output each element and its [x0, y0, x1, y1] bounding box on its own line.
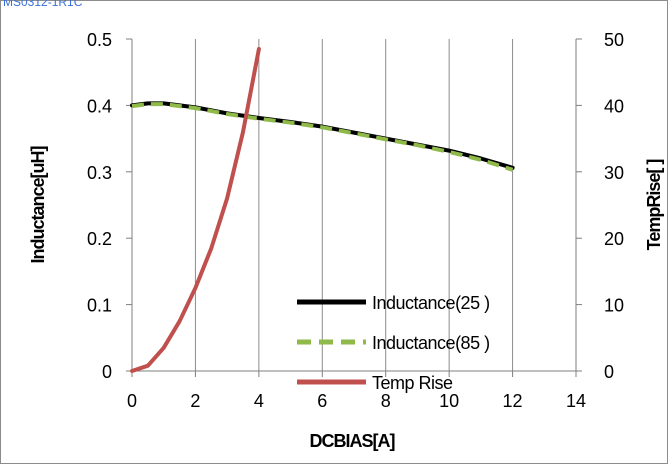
legend: Inductance(25 ) Inductance(85 ) Temp Ris… — [297, 293, 490, 393]
series-lines — [130, 47, 515, 373]
y-left-tick-label-4: 0.4 — [87, 96, 112, 116]
y-right-tick-label-5: 50 — [604, 30, 624, 50]
y-axis-left-title: Inductance[uH] — [28, 146, 48, 263]
x-tick-label-6: 12 — [503, 391, 523, 411]
y-right-tick-label-3: 30 — [604, 163, 624, 183]
x-axis-title: DCBIAS[A] — [310, 431, 395, 451]
y-left-tick-label-2: 0.2 — [87, 229, 112, 249]
chart-top-label: MS0312-1R1C — [3, 0, 83, 9]
x-tick-label-4: 8 — [381, 391, 391, 411]
legend-label-inductance-85: Inductance(85 ) — [372, 333, 490, 353]
tick-labels: 0 2 4 6 8 10 12 14 0 0.1 0.2 0.3 0.4 0.5 0 10 20 30 40 50 — [87, 30, 624, 411]
series-line-temp-rise — [130, 47, 261, 373]
y-right-tick-label-2: 20 — [604, 229, 624, 249]
x-tick-label-1: 2 — [190, 391, 200, 411]
series-line-inductance-85 — [131, 102, 514, 172]
axes — [126, 38, 582, 377]
y-left-tick-label-3: 0.3 — [87, 163, 112, 183]
x-tick-label-2: 4 — [254, 391, 264, 411]
y-right-tick-label-0: 0 — [604, 362, 614, 382]
y-right-tick-label-1: 10 — [604, 296, 624, 316]
x-tick-label-5: 10 — [439, 391, 459, 411]
y-left-tick-label-5: 0.5 — [87, 30, 112, 50]
y-axis-right-title: TempRise[ ] — [644, 160, 664, 251]
legend-label-inductance-25: Inductance(25 ) — [372, 293, 490, 313]
x-tick-label-0: 0 — [127, 391, 137, 411]
y-left-tick-label-1: 0.1 — [87, 296, 112, 316]
x-tick-label-3: 6 — [317, 391, 327, 411]
legend-label-temp-rise: Temp Rise — [372, 373, 453, 393]
y-left-tick-label-0: 0 — [102, 362, 112, 382]
y-right-tick-label-4: 40 — [604, 96, 624, 116]
x-tick-label-7: 14 — [566, 391, 586, 411]
